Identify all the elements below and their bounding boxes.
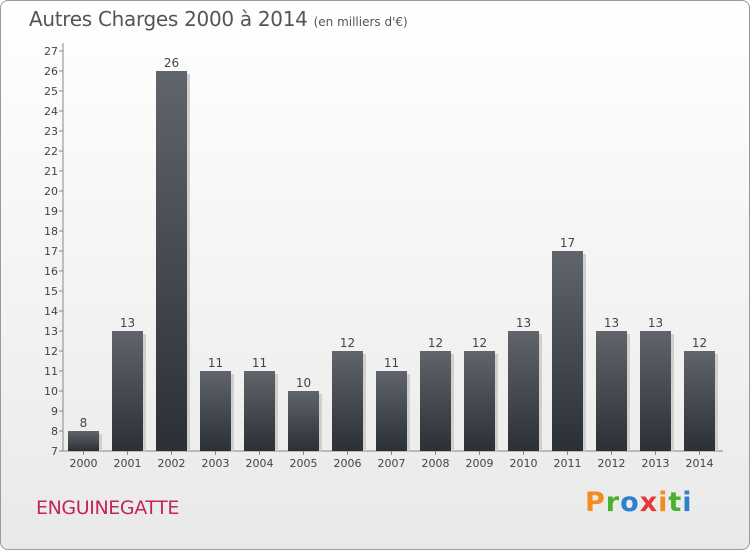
y-tick-label: 16 [44, 265, 58, 278]
logo-letter: o [620, 487, 640, 518]
chart-bars [68, 71, 718, 451]
bar-shadow [99, 434, 102, 451]
x-tick-label: 2002 [158, 457, 186, 470]
logo-letter: x [639, 487, 659, 518]
x-tick-label: 2013 [642, 457, 670, 470]
y-tick-label: 9 [51, 405, 58, 418]
bar-2010 [508, 331, 539, 451]
x-tick-label: 2004 [246, 457, 274, 470]
data-label-2001: 13 [120, 316, 135, 330]
x-tick-label: 2001 [114, 457, 142, 470]
bar-shadow [363, 354, 366, 451]
y-tick-label: 18 [44, 225, 58, 238]
y-tick-label: 7 [51, 445, 58, 458]
y-tick-label: 13 [44, 325, 58, 338]
bar-shadow [583, 254, 586, 451]
y-tick-label: 15 [44, 285, 58, 298]
y-tick-label: 26 [44, 65, 58, 78]
logo-letter: t [668, 487, 683, 518]
bar-shadow [319, 394, 322, 451]
y-tick-label: 19 [44, 205, 58, 218]
x-tick-label: 2011 [554, 457, 582, 470]
data-label-2006: 12 [340, 336, 355, 350]
proxiti-logo: Proxiti [585, 487, 693, 518]
bar-shadow [671, 334, 674, 451]
x-tick-label: 2010 [510, 457, 538, 470]
x-tick-label: 2005 [290, 457, 318, 470]
x-tick-label: 2009 [466, 457, 494, 470]
data-label-2014: 12 [692, 336, 707, 350]
bar-shadow [407, 374, 410, 451]
chart-title: Autres Charges 2000 à 2014 (en milliers d… [29, 7, 408, 31]
y-tick-label: 25 [44, 85, 58, 98]
logo-letter: r [605, 487, 621, 518]
x-tick-label: 2012 [598, 457, 626, 470]
logo-letter: P [585, 487, 606, 518]
data-label-2005: 10 [296, 376, 311, 390]
bar-2009 [464, 351, 495, 451]
commune-name: ENGUINEGATTE [36, 497, 179, 519]
bar-2013 [640, 331, 671, 451]
x-tick-label: 2007 [378, 457, 406, 470]
bar-shadow [539, 334, 542, 451]
bar-2002 [156, 71, 187, 451]
bar-shadow [187, 74, 190, 451]
y-tick-label: 8 [51, 425, 58, 438]
bar-shadow [627, 334, 630, 451]
y-tick-label: 24 [44, 105, 58, 118]
bar-shadow [275, 374, 278, 451]
y-tick-label: 17 [44, 245, 58, 258]
y-tick-label: 10 [44, 385, 58, 398]
chart-title-text: Autres Charges 2000 à 2014 [29, 7, 308, 31]
y-tick-label: 21 [44, 165, 58, 178]
data-label-2013: 13 [648, 316, 663, 330]
bar-2000 [68, 431, 99, 451]
y-tick-label: 27 [44, 45, 58, 58]
bar-2012 [596, 331, 627, 451]
chart-subtitle: (en milliers d'€) [313, 15, 408, 29]
x-tick-label: 2008 [422, 457, 450, 470]
logo-letter: i [658, 487, 669, 518]
bar-2005 [288, 391, 319, 451]
y-tick-label: 22 [44, 145, 58, 158]
x-tick-label: 2006 [334, 457, 362, 470]
data-label-2009: 12 [472, 336, 487, 350]
chart-data-labels: 8 13 26 11 11 10 12 11 12 12 13 17 13 13 12 [80, 56, 707, 430]
bar-2004 [244, 371, 275, 451]
bar-shadow [715, 354, 718, 451]
bar-2014 [684, 351, 715, 451]
data-label-2007: 11 [384, 356, 399, 370]
bar-2003 [200, 371, 231, 451]
data-label-2012: 13 [604, 316, 619, 330]
bar-2007 [376, 371, 407, 451]
bar-shadow [231, 374, 234, 451]
bar-2006 [332, 351, 363, 451]
bar-2001 [112, 331, 143, 451]
data-label-2000: 8 [80, 416, 88, 430]
bar-shadow [451, 354, 454, 451]
data-label-2011: 17 [560, 236, 575, 250]
bar-shadow [495, 354, 498, 451]
y-tick-label: 20 [44, 185, 58, 198]
bar-2011 [552, 251, 583, 451]
y-tick-label: 12 [44, 345, 58, 358]
x-tick-label: 2000 [70, 457, 98, 470]
bar-shadow [143, 334, 146, 451]
data-label-2002: 26 [164, 56, 179, 70]
y-tick-label: 14 [44, 305, 58, 318]
y-tick-label: 11 [44, 365, 58, 378]
bar-2008 [420, 351, 451, 451]
data-label-2008: 12 [428, 336, 443, 350]
data-label-2003: 11 [208, 356, 223, 370]
x-tick-label: 2003 [202, 457, 230, 470]
y-tick-label: 23 [44, 125, 58, 138]
x-tick-label: 2014 [686, 457, 714, 470]
data-label-2004: 11 [252, 356, 267, 370]
logo-letter: i [682, 487, 693, 518]
chart-axes: 7 8 9 10 11 12 13 14 15 16 17 18 19 20 21 22 23 24 25 26 27 2… [44, 43, 723, 470]
data-label-2010: 13 [516, 316, 531, 330]
